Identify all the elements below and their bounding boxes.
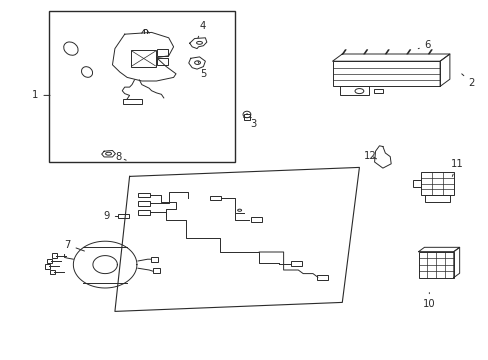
Bar bbox=[49, 11, 234, 162]
Bar bbox=[45, 264, 50, 269]
Bar bbox=[138, 193, 150, 197]
Bar bbox=[52, 253, 57, 258]
Bar bbox=[131, 50, 156, 67]
Text: 3: 3 bbox=[246, 113, 256, 129]
Text: 9: 9 bbox=[103, 211, 118, 221]
Bar bbox=[420, 172, 453, 195]
Bar bbox=[118, 213, 128, 218]
Text: 11: 11 bbox=[450, 159, 463, 176]
Bar bbox=[152, 268, 160, 273]
Bar bbox=[373, 89, 382, 93]
Bar bbox=[123, 99, 142, 104]
Bar bbox=[424, 195, 449, 202]
Bar bbox=[251, 217, 262, 222]
Bar bbox=[138, 201, 150, 206]
Text: 4: 4 bbox=[198, 21, 205, 38]
Text: 10: 10 bbox=[422, 293, 435, 309]
Bar bbox=[157, 49, 168, 56]
Text: 1: 1 bbox=[32, 90, 50, 100]
Bar bbox=[317, 275, 327, 279]
Bar bbox=[47, 259, 52, 263]
Bar bbox=[412, 180, 420, 187]
Text: 12: 12 bbox=[364, 150, 376, 161]
Text: 5: 5 bbox=[198, 61, 206, 79]
Bar bbox=[418, 252, 453, 278]
Bar bbox=[157, 58, 168, 65]
Bar bbox=[339, 86, 368, 95]
Text: 7: 7 bbox=[64, 240, 84, 251]
Bar bbox=[209, 196, 220, 200]
Text: 2: 2 bbox=[461, 74, 474, 88]
Text: 8: 8 bbox=[115, 152, 126, 162]
Bar bbox=[138, 210, 150, 215]
Bar bbox=[50, 270, 55, 274]
Bar bbox=[291, 261, 302, 266]
Text: 6: 6 bbox=[417, 40, 430, 50]
Bar bbox=[244, 114, 249, 120]
Bar bbox=[332, 61, 439, 86]
Bar bbox=[150, 257, 158, 262]
